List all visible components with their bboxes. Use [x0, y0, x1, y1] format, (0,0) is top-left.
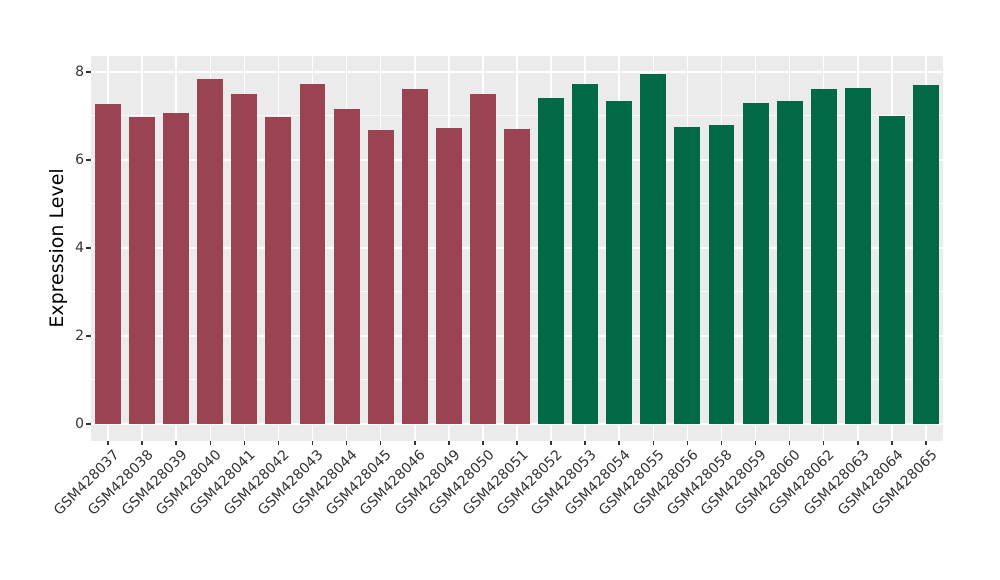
y-tick-label-4: 4 [75, 240, 84, 256]
bar-GSM428063 [844, 87, 871, 424]
y-tick-label-6: 6 [75, 152, 84, 168]
bar-GSM428041 [231, 94, 258, 424]
bar-GSM428037 [95, 104, 121, 424]
bar-GSM428060 [776, 100, 803, 424]
x-tick-mark [516, 441, 518, 445]
bar-GSM428050 [469, 94, 496, 424]
bar-GSM428058 [708, 124, 735, 424]
x-tick-mark [277, 441, 280, 445]
y-tick-mark [86, 71, 91, 73]
x-tick-mark [891, 441, 893, 445]
bar-GSM428043 [299, 83, 326, 424]
x-tick-mark [175, 441, 177, 445]
x-tick-mark [720, 441, 723, 445]
x-tick-mark [379, 441, 382, 445]
x-tick-mark [822, 441, 825, 445]
bar-GSM428053 [572, 83, 599, 424]
x-tick-mark [550, 441, 552, 445]
x-tick-mark [788, 441, 791, 445]
x-tick-mark [414, 441, 416, 445]
y-tick-mark [86, 247, 91, 249]
x-tick-mark [652, 441, 655, 445]
x-tick-mark [618, 441, 620, 445]
x-tick-mark [754, 441, 757, 445]
bar-GSM428055 [640, 74, 667, 424]
x-tick-mark [209, 441, 212, 445]
x-tick-mark [141, 441, 143, 445]
bar-GSM428046 [401, 88, 428, 424]
bar-GSM428049 [435, 127, 462, 424]
bar-GSM428062 [810, 89, 837, 424]
x-tick-mark [857, 441, 859, 445]
x-tick-mark [311, 441, 314, 445]
x-tick-mark [448, 441, 450, 445]
y-tick-mark [86, 335, 91, 337]
bar-GSM428038 [129, 116, 156, 424]
bar-GSM428052 [538, 97, 565, 424]
plot-panel [91, 56, 943, 441]
bar-GSM428064 [878, 116, 905, 424]
x-tick-mark [686, 441, 689, 445]
x-tick-mark [482, 441, 484, 445]
x-tick-mark [243, 441, 246, 445]
x-tick-mark [925, 441, 927, 445]
y-tick-label-0: 0 [75, 416, 84, 432]
bar-GSM428056 [674, 126, 701, 424]
y-tick-mark [86, 159, 91, 161]
bar-GSM428051 [504, 128, 530, 424]
y-tick-label-8: 8 [75, 64, 84, 80]
bar-GSM428039 [163, 112, 190, 424]
x-tick-mark [345, 441, 348, 445]
bar-GSM428040 [197, 79, 224, 424]
y-tick-label-2: 2 [75, 328, 84, 344]
y-tick-mark [86, 423, 91, 425]
bar-GSM428044 [333, 109, 360, 424]
bar-GSM428042 [265, 117, 292, 424]
x-tick-mark [584, 441, 586, 445]
bar-GSM428045 [367, 130, 394, 424]
bar-GSM428059 [742, 102, 769, 424]
bar-GSM428054 [606, 100, 633, 424]
bar-GSM428065 [913, 85, 939, 424]
x-tick-mark [107, 441, 109, 445]
